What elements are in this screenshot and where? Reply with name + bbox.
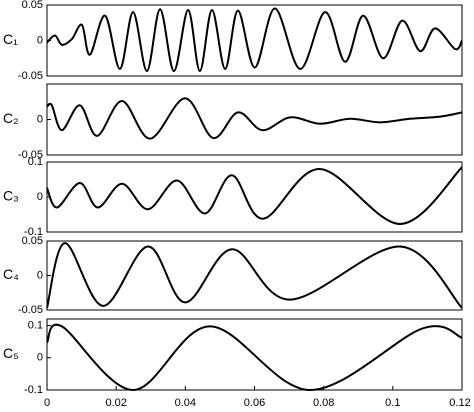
x-tick-label: 0.12 bbox=[449, 397, 470, 409]
y-tick-label: -0.1 bbox=[24, 384, 43, 396]
y-tick-label: 0 bbox=[37, 352, 43, 364]
y-axis-label: C₃ bbox=[3, 188, 19, 204]
x-tick-label: 0.04 bbox=[175, 397, 196, 409]
y-tick-label: -0.05 bbox=[18, 70, 43, 82]
y-tick-label: -0.05 bbox=[18, 149, 43, 161]
y-tick-label: 0.05 bbox=[22, 0, 43, 11]
axes-box bbox=[46, 4, 463, 77]
y-tick-label: 0.05 bbox=[22, 235, 43, 247]
y-tick-label: 0.1 bbox=[28, 319, 43, 331]
line bbox=[46, 7, 463, 73]
x-tick-label: 0.06 bbox=[244, 397, 265, 409]
y-axis-label: C₅ bbox=[3, 345, 19, 361]
y-tick-label: 0 bbox=[37, 191, 43, 203]
line bbox=[46, 323, 463, 392]
y-tick-label: 0 bbox=[37, 113, 43, 125]
y-tick-label: -0.1 bbox=[24, 226, 43, 238]
x-tick-label: 0.02 bbox=[105, 397, 126, 409]
line bbox=[46, 97, 463, 140]
line bbox=[46, 166, 463, 225]
y-axis-label: C₂ bbox=[3, 110, 19, 126]
y-tick-label: 0 bbox=[37, 269, 43, 281]
axes-box bbox=[46, 240, 463, 311]
y-tick-label: -0.05 bbox=[18, 304, 43, 316]
x-tick-label: 0 bbox=[44, 397, 50, 409]
line bbox=[46, 242, 463, 309]
x-tick-label: 0.1 bbox=[385, 397, 400, 409]
x-tick-label: 0.08 bbox=[313, 397, 334, 409]
y-axis-label: C₁ bbox=[3, 31, 18, 47]
y-tick-label: 0.1 bbox=[28, 156, 43, 168]
y-axis-label: C₄ bbox=[3, 266, 19, 282]
y-tick-label: 0 bbox=[37, 34, 43, 46]
